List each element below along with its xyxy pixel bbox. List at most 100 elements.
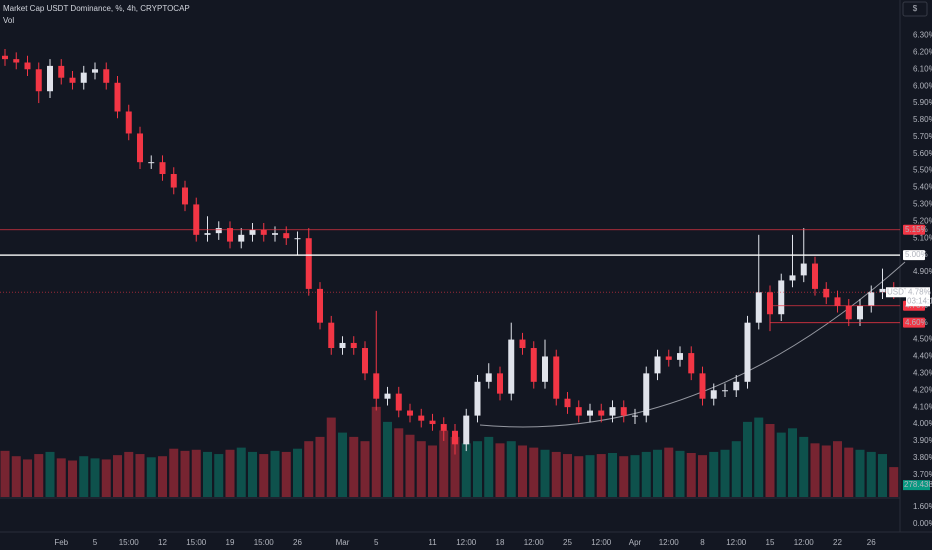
candle-body — [474, 381, 481, 416]
candle-body — [35, 69, 42, 92]
volume-bar — [0, 450, 10, 497]
volume-bar — [743, 421, 752, 497]
volume-bar — [113, 455, 122, 497]
candle-body — [845, 305, 852, 320]
candle-body — [778, 280, 785, 315]
x-tick-label: Apr — [629, 538, 642, 547]
volume-bar — [833, 441, 842, 497]
candle-body — [305, 238, 312, 289]
candle-body — [125, 111, 132, 134]
volume-bar — [630, 455, 640, 497]
y-tick-label: 4.40% — [913, 352, 932, 361]
volume-bar — [23, 459, 32, 497]
volume-bar — [236, 447, 246, 497]
candle-body — [58, 65, 65, 78]
candle-body — [114, 82, 121, 112]
volume-bar — [304, 441, 314, 497]
x-tick-label: 18 — [496, 538, 505, 547]
candle-body — [497, 373, 503, 394]
candle-body — [92, 69, 98, 73]
candle-body — [69, 77, 76, 83]
y-tick-label: 5.40% — [913, 183, 932, 192]
volume-bar — [731, 441, 741, 497]
y-tick-label: 3.80% — [913, 453, 932, 462]
candle-body — [137, 133, 143, 163]
volume-bar — [293, 448, 302, 497]
level-label: 4.60% — [905, 318, 928, 327]
candle-body — [260, 229, 267, 235]
y-tick-label: 5.10% — [913, 233, 932, 242]
volume-bar — [214, 454, 224, 497]
currency-button[interactable] — [902, 1, 928, 17]
volume-name: Vol — [3, 16, 14, 25]
candle-body — [429, 420, 436, 425]
candle-body — [485, 373, 492, 382]
volume-bar — [563, 454, 572, 497]
x-tick-label: 12:00 — [794, 538, 815, 547]
y-tick-label: 6.20% — [913, 47, 932, 56]
volume-bar — [776, 432, 786, 497]
volume-bar — [169, 448, 179, 497]
volume-bar — [90, 458, 100, 497]
candle-body — [170, 174, 177, 188]
volume-bar — [135, 454, 145, 497]
candle-body — [564, 398, 571, 408]
candle-body — [744, 322, 751, 382]
volume-bar — [405, 434, 415, 497]
lower-tick-label: 1.60% — [913, 502, 932, 511]
y-tick-label: 5.20% — [913, 216, 932, 225]
volume-bar — [371, 406, 381, 497]
x-tick-label: 19 — [226, 538, 235, 547]
candle-body — [440, 424, 447, 431]
x-tick-label: 22 — [833, 538, 842, 547]
level-label: 5.15% — [905, 225, 928, 234]
candle-body — [418, 415, 425, 421]
volume-bar — [698, 455, 707, 497]
x-tick-label: 5 — [374, 538, 379, 547]
volume-bar — [191, 449, 201, 497]
volume-bar — [270, 450, 280, 497]
volume-bar — [158, 456, 167, 497]
volume-bar — [428, 445, 437, 497]
volume-bar — [540, 449, 550, 497]
level-label-box — [903, 317, 925, 328]
volume-bar — [439, 430, 449, 497]
y-tick-label: 3.90% — [913, 436, 932, 445]
volume-bar — [45, 451, 55, 497]
x-tick-label: Feb — [54, 538, 68, 547]
candle-body — [204, 233, 211, 235]
level-label-box — [903, 250, 925, 261]
volume-bar — [709, 451, 719, 497]
volume-bar — [34, 454, 44, 497]
candle-body — [452, 430, 458, 445]
candle-body — [13, 59, 20, 63]
candle-body — [823, 288, 830, 298]
x-tick-label: 11 — [428, 538, 437, 547]
volume-bar — [225, 449, 235, 497]
volume-label: 278.438B — [904, 480, 932, 489]
volume-bar — [394, 428, 404, 497]
volume-bar — [416, 441, 426, 497]
volume-bar — [461, 443, 471, 497]
volume-bar — [619, 456, 629, 497]
volume-bar — [788, 428, 797, 497]
y-tick-label: 5.60% — [913, 149, 932, 158]
volume-bar — [259, 454, 269, 497]
y-tick-label: 3.70% — [913, 470, 932, 479]
y-tick-label: 5.50% — [913, 166, 932, 175]
y-tick-label: 5.30% — [913, 200, 932, 209]
x-tick-label: 15:00 — [186, 538, 207, 547]
candle-body — [733, 381, 740, 391]
volume-bar — [821, 445, 831, 497]
volume-bar — [608, 452, 617, 497]
x-tick-label: 12:00 — [456, 538, 477, 547]
candle-body — [238, 234, 245, 242]
volume-bar — [653, 449, 662, 497]
x-tick-label: 26 — [867, 538, 876, 547]
candle-body — [542, 356, 548, 382]
volume-bar — [68, 460, 77, 497]
x-tick-label: 12:00 — [726, 538, 747, 547]
x-tick-label: 12:00 — [591, 538, 612, 547]
candle-body — [47, 65, 53, 92]
volume-bar — [450, 436, 460, 497]
